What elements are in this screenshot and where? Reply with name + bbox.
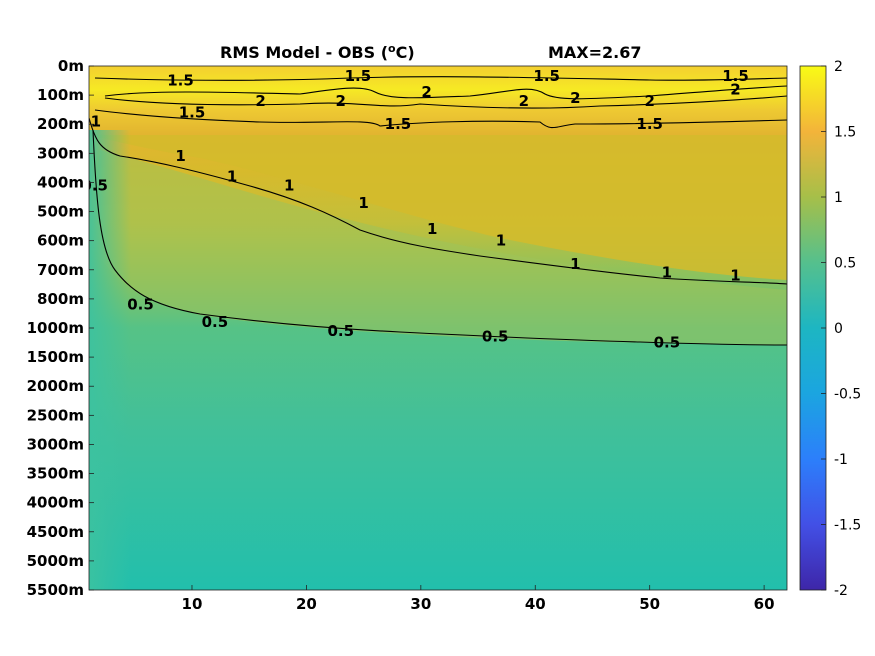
contour-label: 1	[175, 147, 185, 165]
y-tick-label: 200m	[37, 115, 84, 133]
y-tick-label: 100m	[37, 86, 84, 104]
colorbar-tick-label: 1	[834, 190, 843, 206]
x-axis-ticks: 10 20 30 40 50 60	[182, 585, 775, 613]
contour-label: 1	[730, 267, 740, 285]
contour-label: 0.5	[327, 322, 354, 340]
contour-label: 0.5	[202, 313, 229, 331]
contour-label: 2	[519, 92, 529, 110]
y-tick-label: 500m	[37, 203, 84, 221]
y-tick-label: 700m	[37, 261, 84, 279]
colorbar-tick-label: 0.5	[834, 256, 856, 272]
y-tick-label: 2500m	[27, 406, 84, 424]
contour-label: 1.5	[636, 115, 663, 133]
contour-label: 1	[570, 255, 580, 273]
colorbar-tick-label: -2	[834, 583, 848, 599]
y-tick-label: 0m	[58, 57, 84, 75]
contour-label: 2	[421, 83, 431, 101]
contour-label: 1	[284, 176, 294, 194]
y-tick-label: 1500m	[27, 348, 84, 366]
y-tick-label: 800m	[37, 290, 84, 308]
left-edge-fade	[89, 130, 787, 590]
x-tick-label: 40	[525, 595, 546, 613]
y-tick-label: 4000m	[27, 494, 84, 512]
y-tick-label: 300m	[37, 144, 84, 162]
contour-label: 0.5	[127, 296, 154, 314]
contour-label: 2	[644, 92, 654, 110]
contour-label: 1.5	[345, 67, 372, 85]
x-tick-label: 50	[639, 595, 660, 613]
contour-2	[104, 85, 787, 100]
colorbar-tick-label: 2	[834, 59, 843, 75]
contour-label: 2	[730, 80, 740, 98]
contour-label: 0.5	[654, 334, 681, 352]
colorbar-tick-label: -0.5	[834, 387, 861, 403]
y-tick-label: 2000m	[27, 377, 84, 395]
contour-label: 2	[570, 89, 580, 107]
max-annotation: MAX=2.67	[548, 43, 642, 62]
contour-label: 1.5	[722, 67, 749, 85]
x-tick-label: 20	[296, 595, 317, 613]
y-tick-label: 1000m	[27, 319, 84, 337]
contour-label: 1	[662, 264, 672, 282]
colorbar-ticks: 2 1.5 1 0.5 0 -0.5 -1 -1.5 -2	[821, 59, 861, 599]
y-tick-label: 3500m	[27, 465, 84, 483]
contour-label: 1.5	[533, 67, 560, 85]
y-axis-ticks: 0m 100m 200m 300m 400m 500m 600m 700m 800m 1000m 1…	[27, 57, 94, 599]
contour-0-5	[92, 129, 787, 346]
y-tick-label: 4500m	[27, 523, 84, 541]
contour-1-5-lower	[94, 109, 787, 129]
contour-1	[89, 117, 787, 285]
contour-2-lower	[104, 95, 787, 109]
contour-1-5-upper	[94, 76, 787, 81]
chart-title-main: RMS Model - OBS (	[220, 43, 388, 62]
contour-label: 1	[91, 112, 101, 130]
contour-label: 0.5	[482, 328, 509, 346]
contour-label: 1	[496, 232, 506, 250]
contour-label: 1.5	[167, 72, 194, 90]
contour-label: 0.5	[81, 176, 108, 194]
y-tick-label: 3000m	[27, 435, 84, 453]
y-tick-label: 5000m	[27, 552, 84, 570]
colorbar-tick-label: -1	[834, 452, 848, 468]
x-tick-label: 30	[410, 595, 431, 613]
contour-label: 1.5	[179, 104, 206, 122]
y-tick-label: 5500m	[27, 581, 84, 599]
chart-title-unit: C)	[396, 43, 415, 62]
colorbar-tick-label: 0	[834, 321, 843, 337]
y-tick-label: 600m	[37, 232, 84, 250]
contour-label: 1	[427, 220, 437, 238]
colorbar-tick-label: 1.5	[834, 125, 856, 141]
contour-label: 2	[336, 92, 346, 110]
contour-lines	[89, 76, 787, 346]
y-tick-label: 400m	[37, 173, 84, 191]
contour-label: 1	[227, 168, 237, 186]
x-tick-label: 10	[182, 595, 203, 613]
x-tick-label: 60	[754, 595, 775, 613]
contour-label: 2	[255, 92, 265, 110]
contour-label: 1.5	[385, 115, 412, 133]
contour-label: 1	[358, 194, 368, 212]
colorbar-tick-label: -1.5	[834, 518, 861, 534]
chart-title-sup: o	[388, 42, 396, 55]
chart-title: RMS Model - OBS (oC)	[220, 42, 415, 62]
